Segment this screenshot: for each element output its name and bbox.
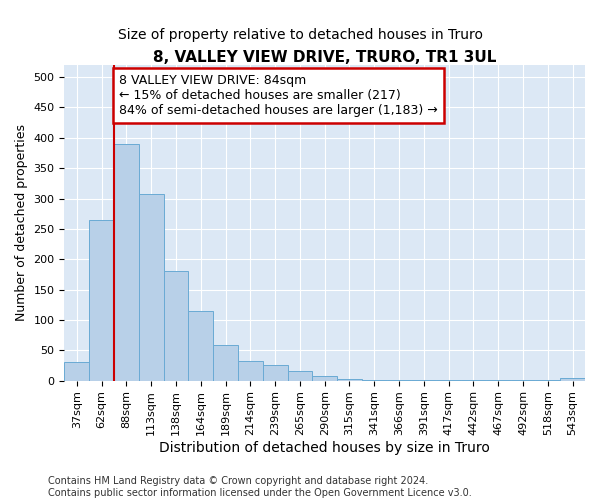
X-axis label: Distribution of detached houses by size in Truro: Distribution of detached houses by size … [159,441,490,455]
Bar [188,311,213,380]
Bar [263,366,287,380]
Bar [114,144,139,380]
Bar [164,272,188,380]
Bar [213,346,238,380]
Bar [64,362,89,380]
Text: Size of property relative to detached houses in Truro: Size of property relative to detached ho… [118,28,482,42]
Bar [238,361,263,380]
Text: 8 VALLEY VIEW DRIVE: 84sqm
← 15% of detached houses are smaller (217)
84% of sem: 8 VALLEY VIEW DRIVE: 84sqm ← 15% of deta… [119,74,437,117]
Bar [139,194,164,380]
Text: Contains HM Land Registry data © Crown copyright and database right 2024.
Contai: Contains HM Land Registry data © Crown c… [48,476,472,498]
Bar [313,376,337,380]
Bar [89,220,114,380]
Title: 8, VALLEY VIEW DRIVE, TRURO, TR1 3UL: 8, VALLEY VIEW DRIVE, TRURO, TR1 3UL [153,50,496,65]
Bar [560,378,585,380]
Bar [287,372,313,380]
Y-axis label: Number of detached properties: Number of detached properties [15,124,28,322]
